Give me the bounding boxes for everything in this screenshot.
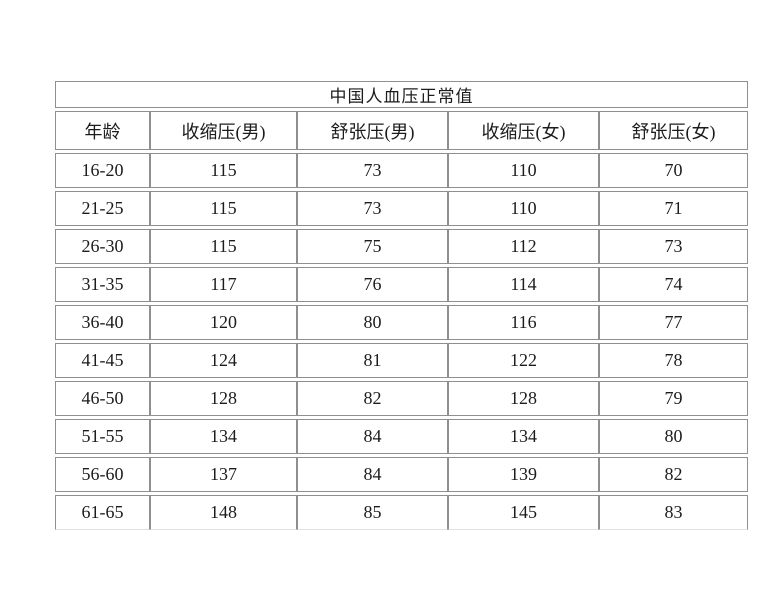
systolic-male-cell: 148 — [150, 495, 297, 530]
column-header-diastolic-male: 舒张压(男) — [297, 111, 448, 150]
diastolic-female-cell: 74 — [599, 267, 749, 302]
systolic-male-cell: 115 — [150, 191, 297, 226]
diastolic-female-cell: 71 — [599, 191, 749, 226]
table-title-row: 中国人血压正常值 — [55, 81, 749, 108]
systolic-male-cell: 124 — [150, 343, 297, 378]
table-row: 16-20 115 73 110 70 — [55, 153, 749, 188]
systolic-female-cell: 139 — [448, 457, 599, 492]
diastolic-female-cell: 80 — [599, 419, 749, 454]
age-range-cell: 16-20 — [55, 153, 150, 188]
age-range-cell: 26-30 — [55, 229, 150, 264]
age-range-cell: 51-55 — [55, 419, 150, 454]
diastolic-male-cell: 76 — [297, 267, 448, 302]
diastolic-female-cell: 78 — [599, 343, 749, 378]
diastolic-female-cell: 77 — [599, 305, 749, 340]
systolic-female-cell: 114 — [448, 267, 599, 302]
age-range-cell: 31-35 — [55, 267, 150, 302]
age-range-cell: 36-40 — [55, 305, 150, 340]
table-row: 46-50 128 82 128 79 — [55, 381, 749, 416]
systolic-female-cell: 122 — [448, 343, 599, 378]
age-range-cell: 41-45 — [55, 343, 150, 378]
diastolic-male-cell: 75 — [297, 229, 448, 264]
systolic-male-cell: 128 — [150, 381, 297, 416]
systolic-male-cell: 115 — [150, 229, 297, 264]
blood-pressure-table: 中国人血压正常值 年龄 收缩压(男) 舒张压(男) 收缩压(女) 舒张压(女) … — [55, 78, 749, 533]
diastolic-female-cell: 83 — [599, 495, 749, 530]
table-row: 56-60 137 84 139 82 — [55, 457, 749, 492]
table-row: 26-30 115 75 112 73 — [55, 229, 749, 264]
age-range-cell: 61-65 — [55, 495, 150, 530]
table-row: 31-35 117 76 114 74 — [55, 267, 749, 302]
diastolic-male-cell: 84 — [297, 457, 448, 492]
diastolic-female-cell: 70 — [599, 153, 749, 188]
column-header-systolic-female: 收缩压(女) — [448, 111, 599, 150]
diastolic-male-cell: 82 — [297, 381, 448, 416]
systolic-male-cell: 120 — [150, 305, 297, 340]
diastolic-male-cell: 84 — [297, 419, 448, 454]
systolic-male-cell: 137 — [150, 457, 297, 492]
column-header-diastolic-female: 舒张压(女) — [599, 111, 749, 150]
table-header-row: 年龄 收缩压(男) 舒张压(男) 收缩压(女) 舒张压(女) — [55, 111, 749, 150]
table-row: 36-40 120 80 116 77 — [55, 305, 749, 340]
table-row: 21-25 115 73 110 71 — [55, 191, 749, 226]
systolic-male-cell: 115 — [150, 153, 297, 188]
table-row: 61-65 148 85 145 83 — [55, 495, 749, 530]
table-body: 中国人血压正常值 年龄 收缩压(男) 舒张压(男) 收缩压(女) 舒张压(女) … — [55, 81, 749, 530]
systolic-male-cell: 117 — [150, 267, 297, 302]
diastolic-male-cell: 80 — [297, 305, 448, 340]
systolic-female-cell: 116 — [448, 305, 599, 340]
age-range-cell: 56-60 — [55, 457, 150, 492]
systolic-female-cell: 145 — [448, 495, 599, 530]
diastolic-female-cell: 79 — [599, 381, 749, 416]
diastolic-female-cell: 73 — [599, 229, 749, 264]
age-range-cell: 46-50 — [55, 381, 150, 416]
systolic-female-cell: 112 — [448, 229, 599, 264]
table-title: 中国人血压正常值 — [55, 81, 749, 108]
age-range-cell: 21-25 — [55, 191, 150, 226]
column-header-systolic-male: 收缩压(男) — [150, 111, 297, 150]
diastolic-male-cell: 73 — [297, 191, 448, 226]
diastolic-male-cell: 73 — [297, 153, 448, 188]
table-row: 41-45 124 81 122 78 — [55, 343, 749, 378]
table-row: 51-55 134 84 134 80 — [55, 419, 749, 454]
systolic-male-cell: 134 — [150, 419, 297, 454]
systolic-female-cell: 110 — [448, 191, 599, 226]
diastolic-male-cell: 81 — [297, 343, 448, 378]
systolic-female-cell: 134 — [448, 419, 599, 454]
diastolic-female-cell: 82 — [599, 457, 749, 492]
diastolic-male-cell: 85 — [297, 495, 448, 530]
column-header-age: 年龄 — [55, 111, 150, 150]
systolic-female-cell: 110 — [448, 153, 599, 188]
systolic-female-cell: 128 — [448, 381, 599, 416]
